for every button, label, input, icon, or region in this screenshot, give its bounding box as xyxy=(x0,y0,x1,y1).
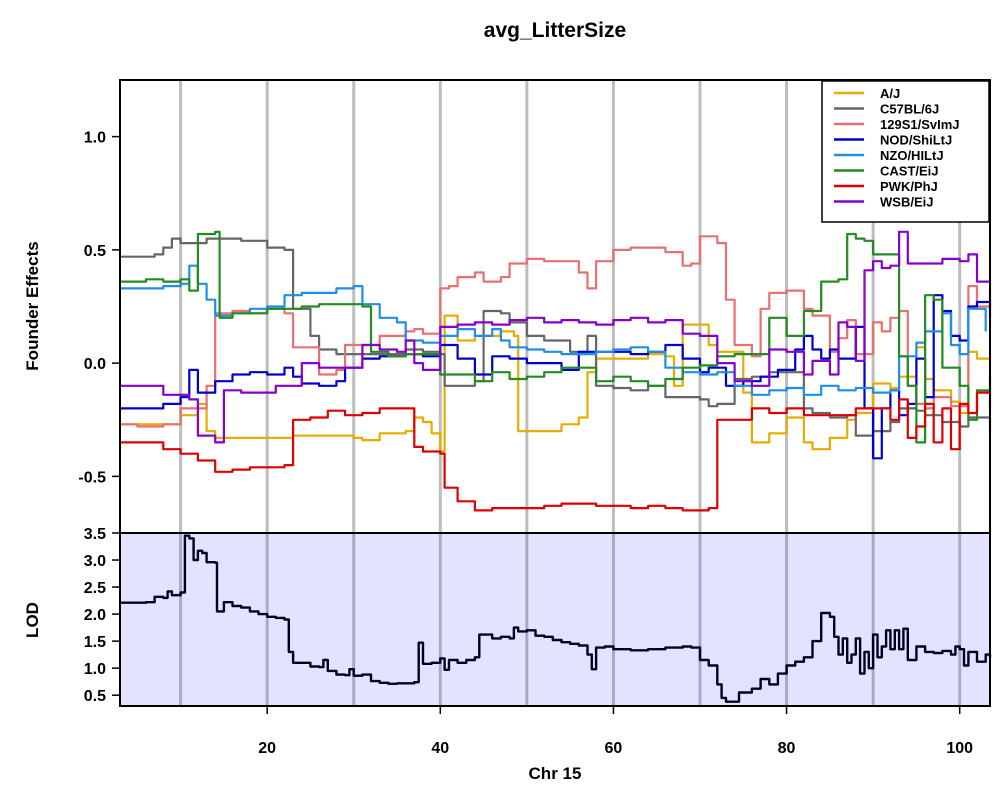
lod-y-tick-label: 1.5 xyxy=(84,634,106,651)
legend-box xyxy=(821,80,990,223)
series-line-wsb-eij xyxy=(120,230,992,444)
lod-y-tick-label: 3.5 xyxy=(84,526,106,543)
founder-effects-panel: 1.0 0.5 0.0 -0.5 Founder Effects A/JC57BL/6… xyxy=(23,79,992,534)
lod-panel-frame xyxy=(119,532,991,707)
x-axis: 20 40 60 80 100 xyxy=(258,706,973,757)
x-tick-label: 100 xyxy=(946,740,973,757)
x-tick-label: 40 xyxy=(431,740,449,757)
founder-effect-series xyxy=(120,230,992,512)
series-line-pwk-phj xyxy=(120,391,992,512)
x-tick-label: 60 xyxy=(605,740,623,757)
legend-label-pwk-phj: PWK/PhJ xyxy=(880,179,938,194)
legend-label-c57bl-6j: C57BL/6J xyxy=(880,102,939,117)
x-tick-label: 80 xyxy=(778,740,796,757)
y-tick-label: 0.5 xyxy=(84,243,106,260)
chart-title: avg_LitterSize xyxy=(484,19,626,42)
lod-y-axis: 3.5 3.0 2.5 2.0 1.5 1.0 0.5 xyxy=(84,526,120,705)
legend-label-wsb-eij: WSB/EiJ xyxy=(880,195,933,210)
y-tick-label: 0.0 xyxy=(84,356,106,373)
legend-label-cast-eij: CAST/EiJ xyxy=(880,164,939,179)
y-axis-label-lod: LOD xyxy=(23,602,42,638)
series-line-129s1-svimj xyxy=(120,235,992,428)
lod-y-tick-label: 1.0 xyxy=(84,661,106,678)
legend-label-129s1-svimj: 129S1/SvImJ xyxy=(880,117,960,132)
series-line-c57bl-6j xyxy=(120,237,992,437)
legend-label-nzo-hiltj: NZO/HILtJ xyxy=(880,148,944,163)
y-axis-label-founder-effects: Founder Effects xyxy=(23,241,42,370)
lod-y-tick-label: 3.0 xyxy=(84,553,106,570)
legend-label-a-j: A/J xyxy=(880,86,900,101)
lod-y-tick-label: 0.5 xyxy=(84,688,106,705)
x-tick-label: 20 xyxy=(258,740,276,757)
lod-panel-marker-lines xyxy=(179,533,962,706)
lod-y-tick-label: 2.5 xyxy=(84,580,106,597)
series-line-nzo-hiltj xyxy=(120,264,987,396)
lod-series xyxy=(120,534,992,703)
top-y-axis: 1.0 0.5 0.0 -0.5 xyxy=(78,130,120,486)
lod-panel-background xyxy=(120,533,990,706)
x-axis-label: Chr 15 xyxy=(529,764,582,783)
lod-y-tick-label: 2.0 xyxy=(84,607,106,624)
series-line-cast-eij xyxy=(120,230,992,444)
lod-panel: 3.5 3.0 2.5 2.0 1.5 1.0 0.5 20 40 60 80 100 LOD Ch… xyxy=(23,526,992,783)
y-tick-label: 1.0 xyxy=(84,130,106,147)
y-tick-label: -0.5 xyxy=(78,469,106,486)
lod-line xyxy=(120,534,992,703)
legend-label-nod-shiltj: NOD/ShiLtJ xyxy=(880,133,952,148)
legend: A/JC57BL/6J129S1/SvImJNOD/ShiLtJNZO/HILt… xyxy=(821,80,990,223)
